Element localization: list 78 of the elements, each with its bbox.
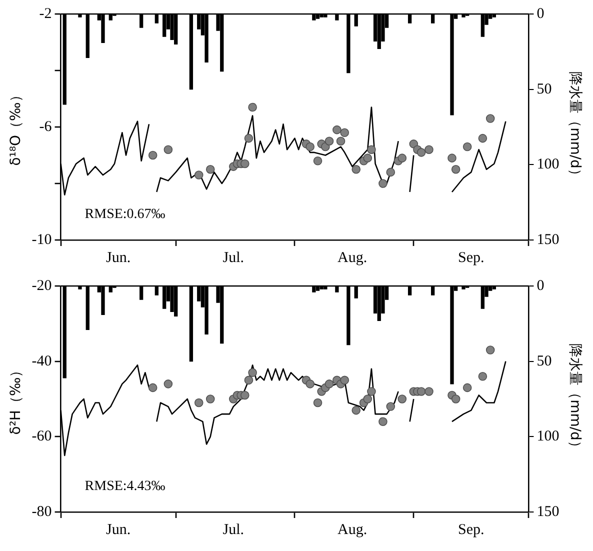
point xyxy=(462,142,472,152)
y-tick-label: -60 xyxy=(32,428,52,445)
point xyxy=(148,383,158,392)
point xyxy=(306,380,314,388)
point xyxy=(378,417,388,426)
point xyxy=(486,114,495,123)
point xyxy=(244,376,254,385)
y2-tick-label: 100 xyxy=(536,428,560,445)
y2-tick-label: 50 xyxy=(536,353,552,370)
y2-tick-label: 0 xyxy=(536,6,544,22)
point xyxy=(313,398,322,408)
x-tick-label: Aug. xyxy=(337,522,368,538)
point xyxy=(416,387,426,396)
point xyxy=(164,380,173,388)
point xyxy=(378,179,388,188)
point xyxy=(367,387,376,396)
y-axis-title: δ²H（‰） xyxy=(8,363,24,435)
point xyxy=(478,134,488,143)
y2-tick-label: 0 xyxy=(536,278,544,294)
point xyxy=(324,136,334,146)
point xyxy=(424,387,434,396)
point xyxy=(313,156,322,166)
point xyxy=(398,154,407,162)
x-tick-label: Sep. xyxy=(458,250,484,266)
point xyxy=(367,145,376,154)
point xyxy=(194,170,204,180)
point xyxy=(194,398,204,408)
point xyxy=(206,164,215,174)
point xyxy=(486,346,495,354)
point xyxy=(340,128,350,138)
point xyxy=(352,164,361,174)
y-tick-label: -80 xyxy=(32,504,52,520)
y-tick-label: -6 xyxy=(39,118,52,135)
point xyxy=(240,159,250,168)
point xyxy=(451,164,460,174)
point xyxy=(352,406,361,415)
point xyxy=(248,102,257,112)
point xyxy=(340,376,350,385)
annotation: RMSE:4.43‰ xyxy=(84,479,166,494)
point xyxy=(398,394,407,404)
point xyxy=(448,154,456,162)
point xyxy=(324,380,334,388)
y2-tick-label: 50 xyxy=(536,81,552,98)
y-tick-label: -40 xyxy=(32,353,52,370)
point xyxy=(363,154,372,162)
x-tick-label: Jul. xyxy=(222,522,244,538)
point xyxy=(386,168,396,177)
point xyxy=(240,390,250,400)
y-tick-label: -10 xyxy=(32,232,52,248)
point xyxy=(416,148,426,157)
y2-tick-label: 150 xyxy=(536,504,560,520)
annotation: RMSE:0.67‰ xyxy=(84,207,166,222)
point xyxy=(248,368,257,378)
y2-tick-label: 150 xyxy=(536,232,560,248)
y-tick-label: -2 xyxy=(39,6,52,22)
x-tick-label: Jul. xyxy=(222,250,244,266)
x-tick-label: Sep. xyxy=(458,522,484,538)
y2-tick-label: 100 xyxy=(536,156,560,173)
point xyxy=(478,372,488,381)
point xyxy=(206,394,215,404)
point xyxy=(148,150,158,160)
y-tick-label: -20 xyxy=(32,278,52,294)
y-axis-title: δ¹⁸O（‰） xyxy=(8,88,24,166)
point xyxy=(336,136,346,146)
y2-axis-title: 降水量（mm/d） xyxy=(566,344,583,454)
point xyxy=(244,134,254,143)
point xyxy=(386,402,396,411)
point xyxy=(424,145,434,154)
point xyxy=(332,125,342,134)
point xyxy=(451,394,460,404)
point xyxy=(306,142,314,152)
y2-axis-title: 降水量（mm/d） xyxy=(566,72,583,182)
x-tick-label: Jun. xyxy=(106,250,131,266)
x-tick-label: Aug. xyxy=(337,250,368,266)
x-tick-label: Jun. xyxy=(106,522,131,538)
point xyxy=(462,383,472,392)
point xyxy=(363,394,372,404)
point xyxy=(164,145,173,154)
